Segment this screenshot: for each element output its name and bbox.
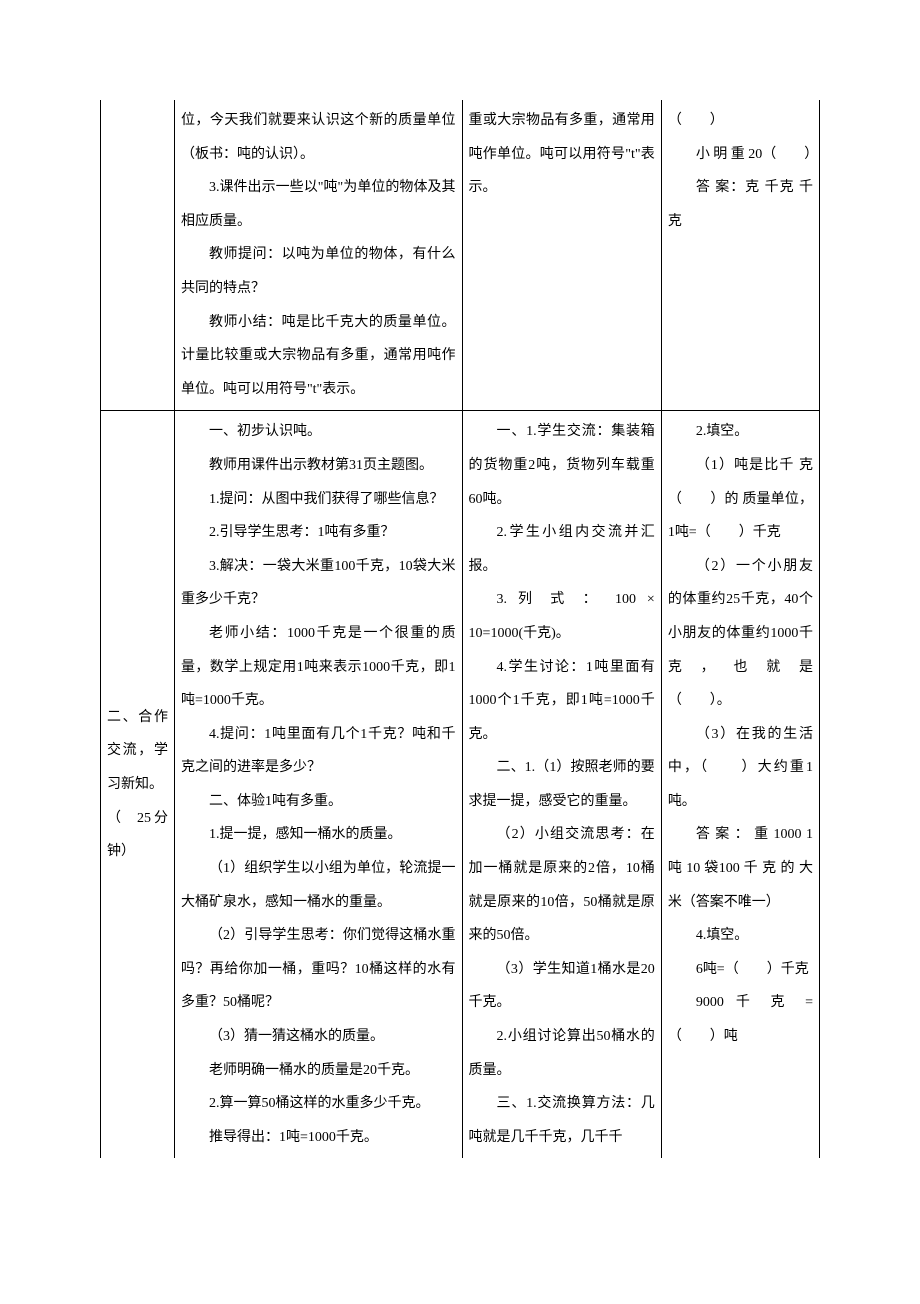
stage-cell — [101, 100, 175, 411]
paragraph: （1）吨是比千 克（ ）的 质量单位，1吨=（ ）千克 — [668, 449, 813, 550]
paragraph: 9000 千 克 =（ ）吨 — [668, 986, 813, 1053]
paragraph: 4.填空。 — [668, 919, 813, 953]
paragraph: 1.提一提，感知一桶水的质量。 — [181, 818, 456, 852]
paragraph: 位，今天我们就要来认识这个新的质量单位（板书：吨的认识）。 — [181, 104, 456, 171]
paragraph: 答 案 ： 重 1000 1 吨 10 袋100 千 克 的 大 米（答案不唯一… — [668, 818, 813, 919]
paragraph: 6吨=（ ）千克 — [668, 953, 813, 987]
paragraph: 一、初步认识吨。 — [181, 415, 456, 449]
paragraph: 3.课件出示一些以"吨"为单位的物体及其相应质量。 — [181, 171, 456, 238]
paragraph: 2.引导学生思考：1吨有多重？ — [181, 516, 456, 550]
paragraph: 重或大宗物品有多重，通常用吨作单位。吨可以用符号"t"表示。 — [469, 104, 655, 205]
paragraph: 2.算一算50桶这样的水重多少千克。 — [181, 1087, 456, 1121]
lesson-plan-table: 位，今天我们就要来认识这个新的质量单位（板书：吨的认识）。 3.课件出示一些以"… — [100, 100, 820, 1158]
student-activity-cell: 一、1.学生交流：集装箱的货物重2吨，货物列车载重60吨。 2.学生小组内交流并… — [462, 411, 661, 1159]
paragraph: （2）一个小朋友的体重约25千克，40个小朋友的体重约1000千 克 ， 也 就… — [668, 550, 813, 718]
paragraph: （ ） — [668, 104, 813, 138]
paragraph: 4.学生讨论：1吨里面有1000个1千克，即1吨=1000千克。 — [469, 651, 655, 752]
paragraph: 4.提问：1吨里面有几个1千克？吨和千克之间的进率是多少？ — [181, 718, 456, 785]
teacher-activity-cell: 位，今天我们就要来认识这个新的质量单位（板书：吨的认识）。 3.课件出示一些以"… — [174, 100, 462, 411]
paragraph: 答 案：克 千克 千克 — [668, 171, 813, 238]
table-row: 位，今天我们就要来认识这个新的质量单位（板书：吨的认识）。 3.课件出示一些以"… — [101, 100, 820, 411]
paragraph: 教师小结：吨是比千克大的质量单位。计量比较重或大宗物品有多重，通常用吨作单位。吨… — [181, 306, 456, 407]
paragraph: 推导得出：1吨=1000千克。 — [181, 1121, 456, 1155]
paragraph: 3.解决：一袋大米重100千克，10袋大米重多少千克？ — [181, 550, 456, 617]
paragraph: 教师用课件出示教材第31页主题图。 — [181, 449, 456, 483]
paragraph: （3）猜一猜这桶水的质量。 — [181, 1020, 456, 1054]
exercise-cell: （ ） 小 明 重 20（ ） 答 案：克 千克 千克 — [661, 100, 819, 411]
paragraph: 2.学生小组内交流并汇报。 — [469, 516, 655, 583]
paragraph: 二、体验1吨有多重。 — [181, 785, 456, 819]
stage-label: 二、合作交流，学习新知。 （ 25分钟） — [107, 710, 168, 859]
paragraph: 教师提问：以吨为单位的物体，有什么共同的特点？ — [181, 238, 456, 305]
paragraph: 2.小组讨论算出50桶水的质量。 — [469, 1020, 655, 1087]
paragraph: （2）引导学生思考：你们觉得这桶水重吗？再给你加一桶，重吗？10桶这样的水有多重… — [181, 919, 456, 1020]
paragraph: 一、1.学生交流：集装箱的货物重2吨，货物列车载重60吨。 — [469, 415, 655, 516]
teacher-activity-cell: 一、初步认识吨。 教师用课件出示教材第31页主题图。 1.提问：从图中我们获得了… — [174, 411, 462, 1159]
table-row: 二、合作交流，学习新知。 （ 25分钟） 一、初步认识吨。 教师用课件出示教材第… — [101, 411, 820, 1159]
paragraph: （1）组织学生以小组为单位，轮流提一大桶矿泉水，感知一桶水的重量。 — [181, 852, 456, 919]
paragraph: 老师明确一桶水的质量是20千克。 — [181, 1054, 456, 1088]
stage-cell: 二、合作交流，学习新知。 （ 25分钟） — [101, 411, 175, 1159]
paragraph: 1.提问：从图中我们获得了哪些信息？ — [181, 483, 456, 517]
paragraph: 3. 列 式 ： 100 × 10=1000(千克)。 — [469, 583, 655, 650]
paragraph: （3）学生知道1桶水是20千克。 — [469, 953, 655, 1020]
paragraph: （2）小组交流思考：在加一桶就是原来的2倍，10桶就是原来的10倍，50桶就是原… — [469, 818, 655, 952]
paragraph: 小 明 重 20（ ） — [668, 138, 813, 172]
paragraph: 二、1.（1）按照老师的要求提一提，感受它的重量。 — [469, 751, 655, 818]
paragraph: （3）在我的生活中，（ ）大约重1吨。 — [668, 718, 813, 819]
exercise-cell: 2.填空。 （1）吨是比千 克（ ）的 质量单位，1吨=（ ）千克 （2）一个小… — [661, 411, 819, 1159]
student-activity-cell: 重或大宗物品有多重，通常用吨作单位。吨可以用符号"t"表示。 — [462, 100, 661, 411]
paragraph: 三、1.交流换算方法：几吨就是几千千克，几千千 — [469, 1087, 655, 1154]
paragraph: 2.填空。 — [668, 415, 813, 449]
paragraph: 老师小结：1000千克是一个很重的质量，数学上规定用1吨来表示1000千克，即1… — [181, 617, 456, 718]
